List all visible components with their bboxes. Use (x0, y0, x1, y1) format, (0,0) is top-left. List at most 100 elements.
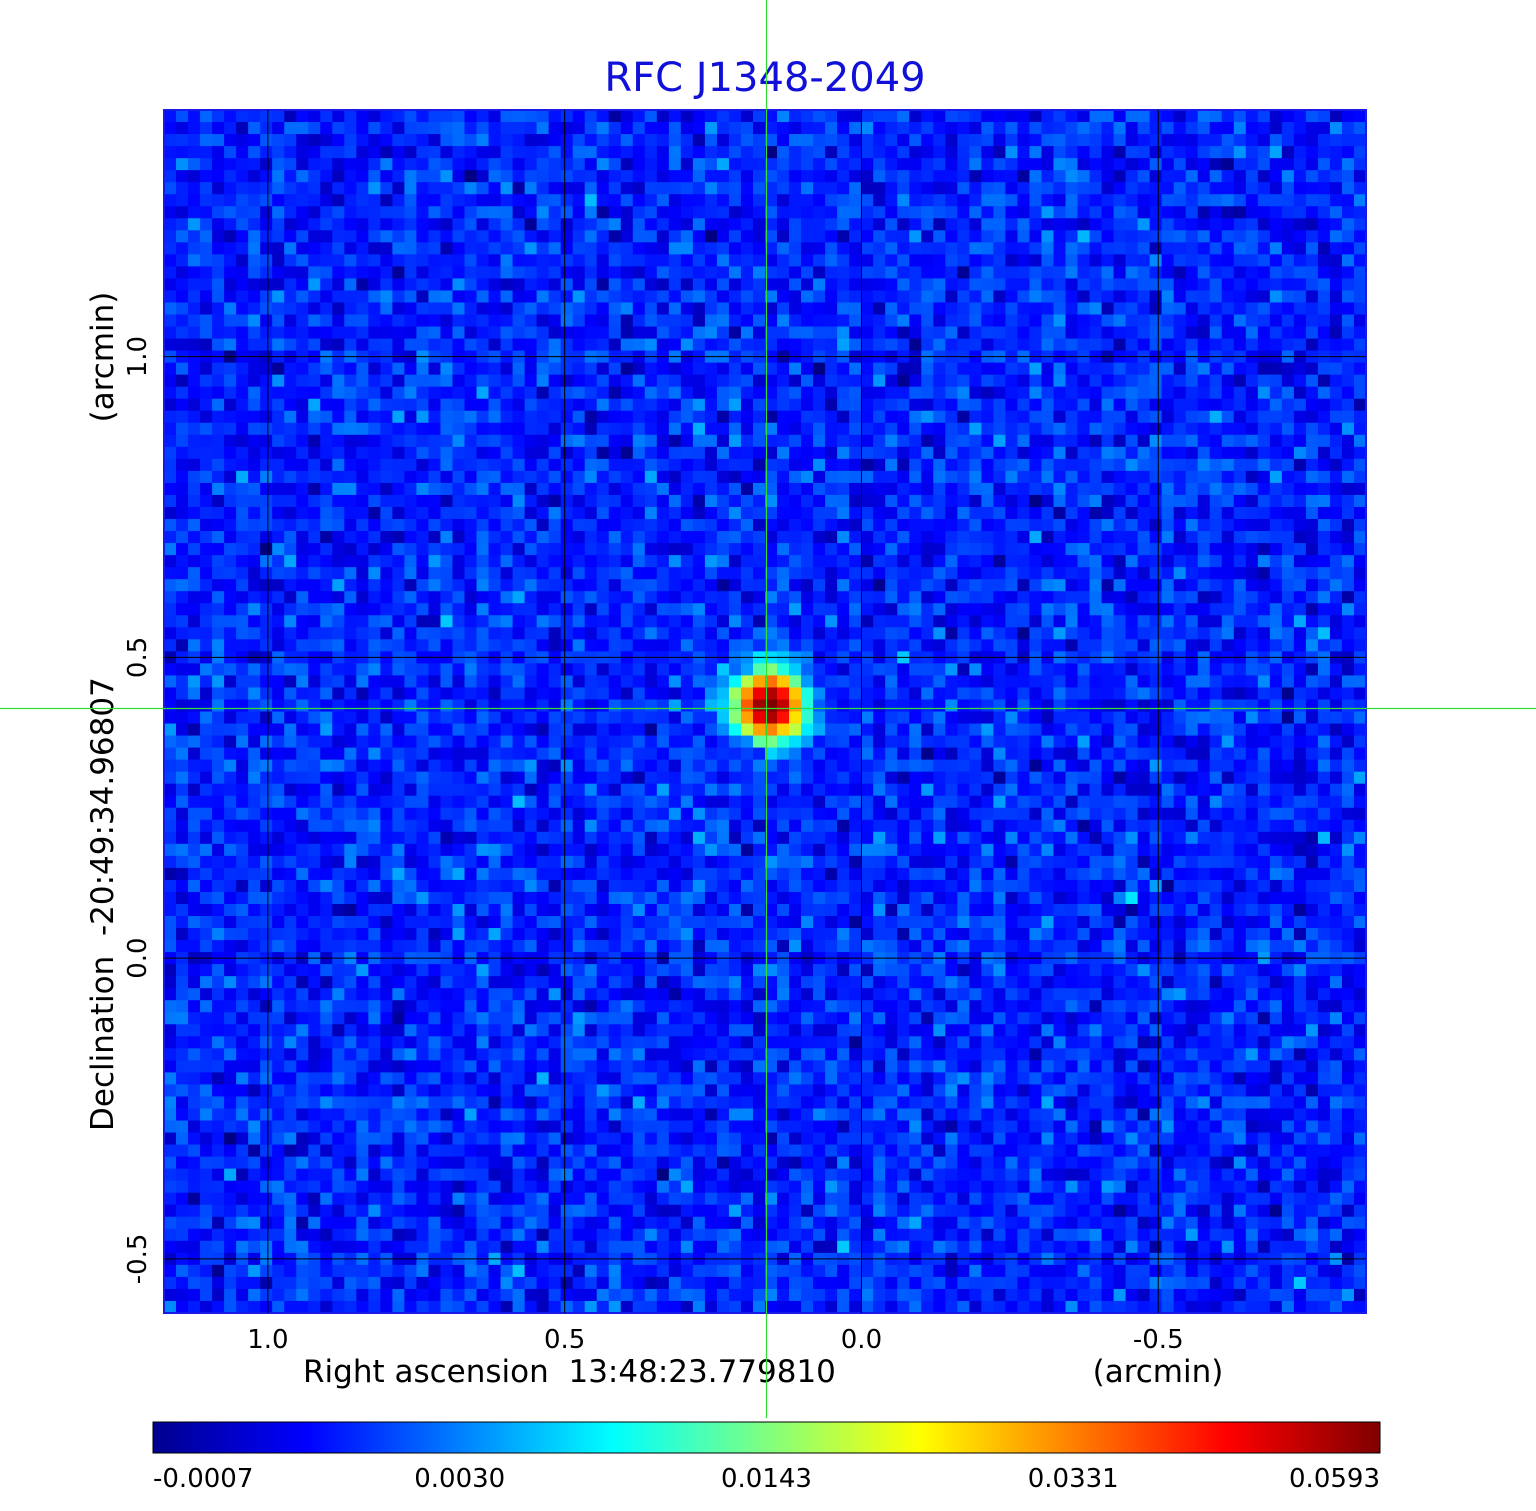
map-pixel (933, 314, 946, 328)
map-pixel (416, 374, 430, 388)
map-pixel (620, 579, 634, 592)
map-pixel (512, 266, 526, 280)
map-pixel (765, 398, 778, 412)
map-pixel (692, 110, 706, 123)
map-pixel (524, 206, 538, 219)
map-pixel (584, 242, 598, 255)
map-pixel (1245, 555, 1259, 568)
map-pixel (993, 699, 1006, 713)
map-pixel (464, 278, 478, 292)
map-pixel (933, 374, 946, 388)
map-pixel (512, 482, 526, 496)
map-pixel (1197, 314, 1211, 328)
map-pixel (596, 579, 610, 592)
map-pixel (416, 615, 430, 628)
map-pixel (945, 627, 958, 640)
map-pixel (596, 494, 610, 508)
map-pixel (1353, 374, 1366, 388)
map-pixel (1353, 494, 1366, 508)
map-pixel (1185, 639, 1199, 652)
map-pixel (428, 494, 442, 508)
map-pixel (945, 579, 958, 592)
map-pixel (236, 338, 249, 352)
map-pixel (200, 146, 213, 159)
map-pixel (248, 470, 261, 484)
map-pixel (704, 434, 718, 448)
map-pixel (1233, 615, 1247, 628)
map-pixel (752, 699, 766, 713)
map-pixel (704, 519, 718, 532)
map-pixel (164, 146, 177, 159)
map-pixel (704, 302, 718, 316)
map-pixel (801, 194, 814, 207)
map-pixel (356, 158, 369, 171)
map-pixel (296, 531, 309, 544)
map-pixel (1221, 362, 1235, 376)
map-pixel (1317, 146, 1331, 159)
map-pixel (1209, 422, 1223, 436)
map-pixel (837, 494, 850, 508)
map-pixel (548, 266, 562, 280)
map-pixel (897, 362, 910, 376)
map-pixel (428, 555, 442, 568)
map-pixel (1005, 579, 1019, 592)
map-pixel (188, 218, 201, 231)
map-pixel (1125, 314, 1139, 328)
map-pixel (981, 555, 994, 568)
map-pixel (380, 158, 393, 171)
map-pixel (1137, 254, 1151, 267)
map-pixel (392, 627, 405, 640)
map-pixel (356, 122, 369, 135)
map-pixel (296, 494, 309, 508)
map-pixel (1041, 290, 1055, 304)
map-pixel (704, 278, 718, 292)
map-pixel (957, 266, 970, 280)
map-pixel (716, 386, 730, 400)
map-pixel (1281, 386, 1295, 400)
map-pixel (921, 422, 934, 436)
map-pixel (921, 398, 934, 412)
map-pixel (1089, 278, 1103, 292)
map-pixel (813, 519, 826, 532)
map-pixel (668, 519, 682, 532)
map-pixel (1089, 543, 1103, 556)
map-pixel (1353, 398, 1366, 412)
map-pixel (428, 194, 442, 207)
map-pixel (849, 194, 862, 207)
map-pixel (789, 278, 802, 292)
map-pixel (1089, 110, 1103, 123)
map-pixel (284, 110, 297, 123)
map-pixel (1101, 603, 1115, 616)
map-pixel (921, 446, 934, 460)
map-pixel (861, 434, 874, 448)
map-pixel (1341, 218, 1355, 231)
map-pixel (1101, 494, 1115, 508)
map-pixel (680, 122, 694, 135)
map-pixel (1257, 194, 1271, 207)
map-pixel (332, 615, 345, 628)
map-pixel (789, 687, 802, 701)
map-pixel (933, 326, 946, 340)
map-pixel (969, 434, 982, 448)
map-pixel (440, 386, 454, 400)
map-pixel (1053, 134, 1067, 147)
map-pixel (981, 591, 994, 604)
map-pixel (933, 458, 946, 472)
map-pixel (680, 170, 694, 183)
map-pixel (752, 470, 766, 484)
map-pixel (1053, 242, 1067, 255)
map-pixel (368, 458, 381, 472)
map-pixel (1065, 374, 1079, 388)
map-pixel (320, 506, 333, 520)
map-pixel (560, 422, 574, 436)
map-pixel (1305, 122, 1319, 135)
map-pixel (620, 434, 634, 448)
map-pixel (1245, 458, 1259, 472)
map-pixel (368, 639, 381, 652)
map-pixel (1221, 615, 1235, 628)
map-pixel (560, 326, 574, 340)
map-pixel (885, 482, 898, 496)
map-pixel (1293, 494, 1307, 508)
map-pixel (1149, 206, 1163, 219)
map-pixel (1329, 446, 1343, 460)
